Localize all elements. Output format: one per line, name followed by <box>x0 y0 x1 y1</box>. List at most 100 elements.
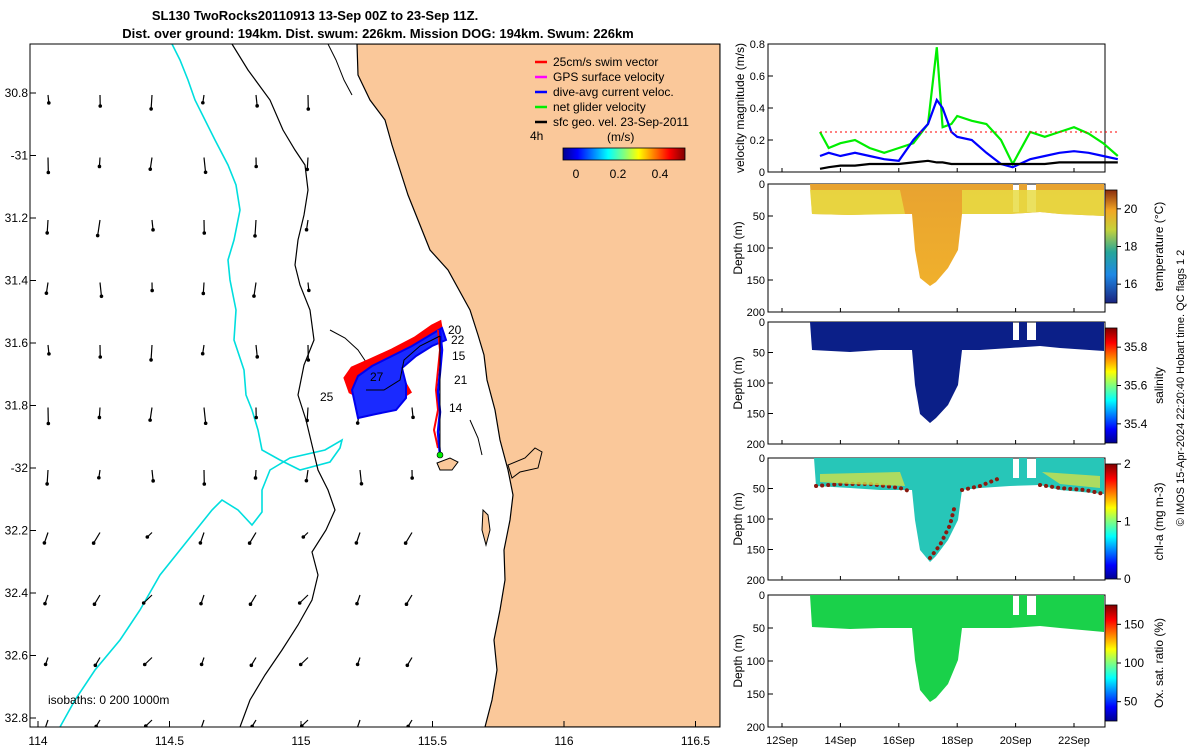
temperature-colorbar <box>1104 189 1118 304</box>
colorbar-tick-label: 20 <box>1124 202 1138 216</box>
velocity-arrow <box>46 219 49 233</box>
velocity-arrow-head <box>99 294 104 299</box>
velocity-arrow-head <box>202 482 207 486</box>
velocity-arrow-head <box>93 663 98 668</box>
lat-tick-label: 32.4 <box>5 586 29 600</box>
salinity-panel <box>767 321 1118 445</box>
depth-tick-label: 150 <box>747 275 765 287</box>
velocity-arrow <box>202 282 205 294</box>
depth-tick-label: 0 <box>759 317 765 329</box>
velocity-arrow <box>254 219 257 236</box>
island-rottnest <box>436 457 459 471</box>
velocity-ylabel: velocity magnitude (m/s) <box>733 43 747 173</box>
velocity-arrow-head <box>255 355 260 359</box>
velocity-arrow-head <box>403 541 408 545</box>
velocity-arrow-head <box>253 234 257 238</box>
velocity-panel: 0 0.2 0.4 0.6 0.8 velocity magnitude (m/s) <box>733 39 1119 179</box>
colorbar-tick-label: 150 <box>1124 617 1144 631</box>
coast-inlet <box>507 447 543 479</box>
depth-tick-label: 50 <box>753 623 765 635</box>
depth-tick-label: 50 <box>753 211 765 223</box>
depth-tick-label: 0 <box>759 590 765 602</box>
velocity-ytick-label: 0.4 <box>750 103 765 115</box>
velocity-arrow-head <box>411 415 415 420</box>
land-mass <box>356 44 720 727</box>
colorbar-title: temperature (°C) <box>1152 202 1166 292</box>
figure-title-line1: SL130 TwoRocks20110913 13-Sep 00Z to 23-… <box>152 8 478 23</box>
velocity-arrow-head <box>92 602 97 606</box>
lat-tick-label: -31 <box>11 149 29 163</box>
colorbar-tick-label: 2 <box>1124 457 1131 471</box>
velocity-arrow-head <box>47 352 51 356</box>
map-frame <box>29 43 721 728</box>
velocity-arrow-head <box>43 662 48 667</box>
velocity-arrow-head <box>359 481 364 486</box>
velocity-arrow-head <box>149 358 153 362</box>
velocity-arrow-head <box>46 170 51 175</box>
lat-tick-label: 30.8 <box>5 86 29 100</box>
lat-tick-label: 31.6 <box>5 336 29 350</box>
velocity-arrow-head <box>141 601 146 605</box>
velocity-ytick-label: 0.8 <box>750 39 765 51</box>
velocity-ytick-label: 0 <box>759 167 765 179</box>
depth-ylabel: Depth (m) <box>731 634 745 687</box>
velocity-arrow-head <box>43 601 47 606</box>
velocity-arrow <box>299 594 309 604</box>
depth-tick-label: 150 <box>747 545 765 557</box>
map-lat-ticks: 30.8 -31 31.2 31.4 31.6 31.8 -32 32.2 32.4 32.6 32… <box>5 86 36 725</box>
track-label: 27 <box>370 370 384 384</box>
velocity-arrow-head <box>198 541 203 545</box>
colorbar-tick-label: 18 <box>1124 240 1138 254</box>
lon-tick-label: 115.5 <box>418 734 447 748</box>
depth-ylabel: Depth (m) <box>731 356 745 409</box>
velocity-arrow <box>355 532 361 544</box>
velocity-arrow <box>150 94 153 109</box>
colorbar-tick-label: 50 <box>1124 695 1138 709</box>
current-vector-track <box>350 326 448 420</box>
velocity-arrow-head <box>305 418 309 423</box>
velocity-arrow-head <box>301 535 306 539</box>
velocity-arrow-head <box>201 100 205 105</box>
track-label: 21 <box>454 373 468 387</box>
depth-tick-label: 200 <box>747 575 765 587</box>
track-return-leg-blue <box>436 329 444 456</box>
colorbar-title: salinity <box>1152 367 1166 404</box>
legend-label: sfc geo. vel. 23-Sep-2011 <box>553 115 689 129</box>
depth-ylabel: Depth (m) <box>731 492 745 545</box>
velocity-arrow <box>255 344 258 357</box>
time-tick-label: 20Sep <box>1000 735 1032 747</box>
velocity-arrow-head <box>47 101 51 105</box>
track-label: 15 <box>452 349 466 363</box>
velocity-arrow-head <box>307 288 311 293</box>
velocity-arrow-head <box>199 662 204 667</box>
lon-tick-label: 115 <box>291 734 310 748</box>
velocity-arrow-head <box>250 724 254 727</box>
velocity-arrow-head <box>298 662 303 667</box>
velocity-arrow-head <box>203 421 208 426</box>
velocity-arrow-head <box>98 355 103 359</box>
velocity-arrow-head <box>94 724 98 727</box>
velocity-arrow-head <box>150 288 154 293</box>
velocity-arrow-head <box>198 731 202 735</box>
surface-velocity-arrows <box>42 94 415 735</box>
map-panel: 20 22 15 27 21 25 14 25cm/s swim vectorG… <box>5 43 721 748</box>
depth-tick-label: 150 <box>747 409 765 421</box>
time-tick-label: 22Sep <box>1058 735 1090 747</box>
temperature-surface-band <box>810 190 1104 216</box>
legend-label: 25cm/s swim vector <box>553 55 658 69</box>
velocity-ytick-label: 0.6 <box>750 71 765 83</box>
salinity-colorbar <box>1104 327 1118 444</box>
lon-tick-label: 116.5 <box>681 734 710 748</box>
velocity-axes <box>767 43 1106 173</box>
colorbar-tick: 0.2 <box>610 167 627 181</box>
colorbar-tick: 0.4 <box>652 167 669 181</box>
depth-tick-label: 50 <box>753 484 765 496</box>
velocity-arrow-head <box>149 107 153 111</box>
depth-tick-label: 0 <box>759 453 765 465</box>
oxygen-panel <box>767 594 1118 728</box>
legend-label: GPS surface velocity <box>553 70 664 84</box>
velocity-arrow-head <box>95 233 100 238</box>
legend-label: net glider velocity <box>553 100 646 114</box>
velocity-arrow-head <box>200 351 205 356</box>
velocity-arrow <box>253 282 257 297</box>
